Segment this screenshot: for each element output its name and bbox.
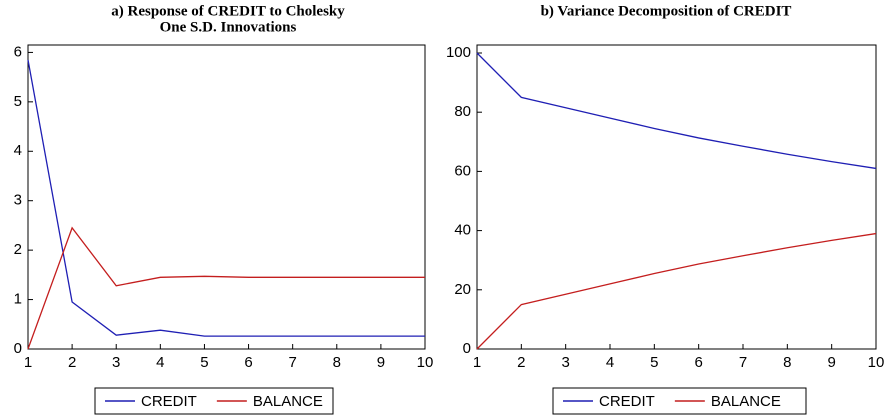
series-line [27,226,425,350]
x-tick-label: 5 [650,354,658,371]
y-tick-label: 80 [454,103,471,120]
x-tick-label: 4 [156,354,164,371]
y-tick-label: 60 [454,162,471,179]
plot-frame [476,44,877,350]
x-tick-label: 10 [868,354,885,371]
x-tick-label: 7 [739,354,747,371]
x-tick-label: 10 [417,354,434,371]
legend-box [94,387,334,415]
x-tick-label: 4 [606,354,614,371]
y-tick-label: 100 [446,44,471,61]
x-tick-label: 9 [827,354,835,371]
y-tick-label: 1 [14,291,22,308]
x-tick-label: 3 [112,354,120,371]
series-line [27,59,425,337]
x-tick-label: 2 [517,354,525,371]
y-tick-label: 40 [454,222,471,239]
series-line [476,52,877,170]
y-tick-label: 3 [14,192,22,209]
x-tick-label: 6 [244,354,252,371]
x-tick-label: 1 [24,354,32,371]
legend-label: BALANCE [711,393,781,410]
x-tick-label: 8 [333,354,341,371]
y-tick-label: 20 [454,281,471,298]
plot-frame [27,44,426,350]
x-tick-label: 5 [200,354,208,371]
x-tick-label: 2 [68,354,76,371]
chart-title: b) Variance Decomposition of CREDIT [541,3,792,19]
legend-box [552,387,807,415]
series-line [476,232,877,350]
chart-title: One S.D. Innovations [160,19,297,35]
legend-label: CREDIT [141,393,197,410]
y-tick-label: 4 [14,142,22,159]
y-tick-label: 0 [463,340,471,357]
x-tick-label: 9 [377,354,385,371]
x-tick-label: 1 [473,354,481,371]
y-tick-label: 0 [14,340,22,357]
x-tick-label: 8 [783,354,791,371]
legend-label: CREDIT [599,393,655,410]
legend-label: BALANCE [253,393,323,410]
y-tick-label: 6 [14,43,22,60]
y-tick-label: 5 [14,93,22,110]
chart-title: a) Response of CREDIT to Cholesky [111,3,345,19]
x-tick-label: 6 [694,354,702,371]
y-tick-label: 2 [14,241,22,258]
x-tick-label: 3 [561,354,569,371]
x-tick-label: 7 [288,354,296,371]
